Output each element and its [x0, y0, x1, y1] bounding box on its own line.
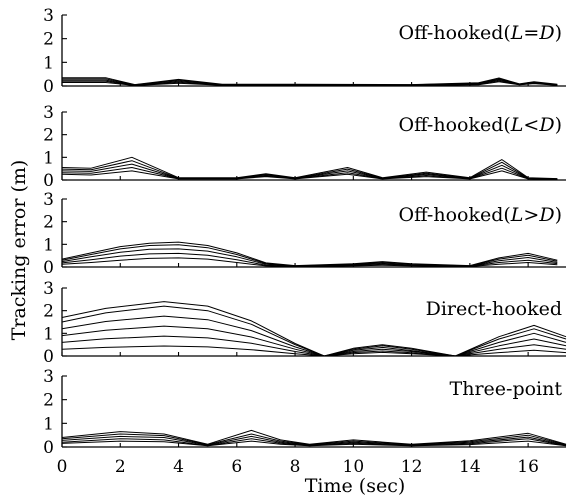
y-tick-label: 2	[43, 302, 54, 322]
panel-5-series-3	[61, 435, 567, 446]
panel-1-series-5	[62, 77, 558, 86]
panel-2: 0 12 3 Off-hooked(L<D)	[43, 103, 566, 191]
panel-5-title: Three-point	[450, 378, 563, 400]
y-tick-label: 0	[43, 171, 54, 191]
panel-2-series-5	[61, 156, 558, 180]
x-tick-label: 4	[173, 457, 184, 477]
panel-1-title: Off-hooked(L=D)	[399, 22, 562, 44]
panel-title-part: Off-hooked(	[399, 22, 511, 44]
y-tick-label: 3	[43, 367, 54, 387]
y-tick-label: 2	[43, 126, 54, 146]
y-tick-label: 1	[43, 53, 54, 73]
panel-title-part: L	[510, 114, 524, 136]
panel-title-part: )	[555, 114, 562, 136]
panel-2-series-4	[61, 160, 558, 180]
x-axis: 0 2 4 6 8 10 12 14 16	[57, 457, 539, 477]
panel-5-series-5	[61, 429, 567, 445]
panel-title-part: )	[555, 22, 562, 44]
y-tick-label: 0	[43, 438, 54, 458]
panel-title-part: )	[555, 204, 562, 226]
y-tick-label: 2	[43, 391, 54, 411]
panel-5-series-2	[61, 438, 567, 447]
y-tick-label: 2	[43, 213, 54, 233]
y-tick-label: 0	[43, 258, 54, 278]
y-axis-label: Tracking error (m)	[8, 160, 30, 341]
x-tick-label: 2	[115, 457, 126, 477]
panel-title-part: D	[538, 204, 554, 226]
panel-title-part: D	[538, 114, 554, 136]
y-tick-label: 3	[43, 6, 54, 26]
y-tick-label: 3	[43, 190, 54, 210]
panel-title-part: Three-point	[450, 378, 563, 400]
panel-title-part: Direct-hooked	[426, 298, 562, 320]
y-tick-label: 3	[43, 103, 54, 123]
y-tick-label: 2	[43, 30, 54, 50]
panel-4-title: Direct-hooked	[426, 298, 562, 320]
panel-3: 0 12 3 Off-hooked(L>D)	[43, 190, 566, 278]
panel-title-part: Off-hooked(	[399, 204, 511, 226]
panel-title-part: L	[510, 204, 524, 226]
panel-2-series-3	[61, 163, 558, 180]
x-tick-label: 16	[517, 457, 539, 477]
x-tick-label: 6	[231, 457, 242, 477]
y-tick-label: 3	[43, 279, 54, 299]
x-tick-label: 0	[57, 457, 68, 477]
x-tick-label: 12	[401, 457, 423, 477]
panel-3-series-3	[61, 248, 558, 267]
panel-2-title: Off-hooked(L<D)	[399, 114, 562, 136]
panel-5: 0 1 2 3 Three-point	[43, 367, 567, 458]
y-tick-label: 0	[43, 77, 54, 97]
panel-title-part: Off-hooked(	[399, 114, 511, 136]
y-tick-label: 1	[43, 235, 54, 255]
panel-3-series-2	[61, 252, 558, 267]
y-tick-label: 1	[43, 414, 54, 434]
panel-title-part: L	[510, 22, 524, 44]
panel-4-series-3	[61, 325, 567, 357]
x-axis-label: Time (sec)	[305, 475, 406, 497]
panel-4-series-4	[61, 315, 567, 357]
x-tick-label: 8	[290, 457, 301, 477]
panel-4: 0 12 3 Direct-hooked	[43, 279, 567, 367]
panel-4-series-1	[61, 345, 567, 357]
y-tick-label: 1	[43, 148, 54, 168]
panel-title-part: >	[523, 204, 539, 226]
panel-4-series-2	[61, 335, 567, 357]
x-tick-label: 10	[343, 457, 365, 477]
panel-title-part: =	[523, 22, 539, 44]
panel-5-series-4	[61, 433, 567, 446]
x-tick-label: 14	[459, 457, 481, 477]
panel-5-series-1	[61, 440, 567, 447]
panel-1: 0 1 2 3 Off-hooked(L=D)	[43, 6, 566, 97]
panel-2-series-1	[61, 170, 558, 180]
y-tick-label: 1	[43, 324, 54, 344]
panel-title-part: D	[538, 22, 554, 44]
y-tick-label: 0	[43, 347, 54, 367]
panels-group: 0123Off-hooked(L=D)0123Off-hooked(L<D)01…	[43, 6, 567, 458]
panel-4-series-6	[61, 301, 567, 357]
panel-title-part: <	[523, 114, 539, 136]
panel-3-title: Off-hooked(L>D)	[399, 204, 562, 226]
panel-3-series-5	[61, 241, 558, 267]
panel-2-series-2	[61, 167, 558, 180]
